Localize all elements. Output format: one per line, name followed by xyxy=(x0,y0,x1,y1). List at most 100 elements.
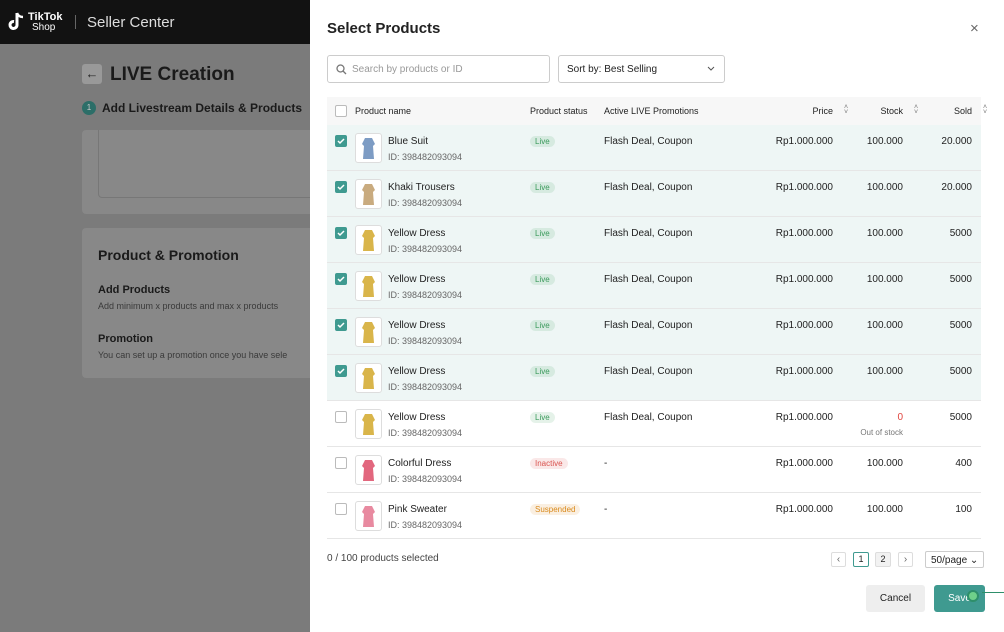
product-name: Pink Sweater xyxy=(388,504,447,515)
table-row xyxy=(327,171,981,217)
product-thumbnail xyxy=(355,317,382,347)
table-row xyxy=(327,493,981,539)
stock: 0 xyxy=(897,412,903,423)
search-placeholder: Search by products or ID xyxy=(352,64,463,75)
stock: 100.000 xyxy=(866,136,903,147)
status-badge: Live xyxy=(530,274,555,285)
row-checkbox[interactable] xyxy=(335,503,347,515)
table-row xyxy=(327,217,981,263)
row-checkbox[interactable] xyxy=(335,273,347,285)
modal-title: Select Products xyxy=(327,20,441,37)
sort-select[interactable]: Sort by: Best Selling xyxy=(558,55,725,83)
page-button[interactable]: 2 xyxy=(875,552,891,567)
product-name: Yellow Dress xyxy=(388,320,446,331)
price: Rp1.000.000 xyxy=(775,136,833,147)
select-products-modal: Select Products × Search by products or … xyxy=(310,0,1004,632)
back-button[interactable]: ← xyxy=(82,64,102,84)
header-title: Seller Center xyxy=(87,14,175,31)
promotions: Flash Deal, Coupon xyxy=(604,182,693,193)
product-thumbnail xyxy=(355,271,382,301)
table-row xyxy=(327,355,981,401)
sort-label: Sort by: Best Selling xyxy=(567,64,658,75)
divider xyxy=(75,15,76,29)
row-checkbox[interactable] xyxy=(335,319,347,331)
stock: 100.000 xyxy=(866,182,903,193)
promotions: Flash Deal, Coupon xyxy=(604,136,693,147)
logo-top: TikTok xyxy=(28,11,63,23)
product-id: ID: 398482093094 xyxy=(388,152,463,162)
status-badge: Live xyxy=(530,228,555,239)
promotions: Flash Deal, Coupon xyxy=(604,320,693,331)
product-name: Yellow Dress xyxy=(388,274,446,285)
product-id: ID: 398482093094 xyxy=(388,382,463,392)
column-header: Active LIVE Promotions xyxy=(604,106,699,116)
row-checkbox[interactable] xyxy=(335,181,347,193)
row-checkbox[interactable] xyxy=(335,135,347,147)
product-name: Yellow Dress xyxy=(388,366,446,377)
step-number: 1 xyxy=(82,101,96,115)
product-id: ID: 398482093094 xyxy=(388,428,463,438)
promo-desc: You can set up a promotion once you have… xyxy=(98,350,288,360)
product-id: ID: 398482093094 xyxy=(388,474,463,484)
selected-count: 0 / 100 products selected xyxy=(327,553,439,564)
sold: 5000 xyxy=(949,320,972,331)
table-row xyxy=(327,125,981,171)
price: Rp1.000.000 xyxy=(775,274,833,285)
sold: 5000 xyxy=(949,228,972,239)
row-checkbox[interactable] xyxy=(335,227,347,239)
per-page-select[interactable]: 50/page ⌄ xyxy=(925,551,984,568)
price: Rp1.000.000 xyxy=(775,228,833,239)
status-badge: Live xyxy=(530,366,555,377)
price: Rp1.000.000 xyxy=(775,504,833,515)
status-badge: Live xyxy=(530,412,555,423)
promotions: - xyxy=(604,458,608,469)
stock: 100.000 xyxy=(866,504,903,515)
product-name: Yellow Dress xyxy=(388,412,446,423)
product-id: ID: 398482093094 xyxy=(388,290,463,300)
product-thumbnail xyxy=(355,363,382,393)
prev-page[interactable]: ‹ xyxy=(831,552,846,567)
stock: 100.000 xyxy=(866,228,903,239)
sold: 5000 xyxy=(949,274,972,285)
product-thumbnail xyxy=(355,455,382,485)
pointer-line xyxy=(982,592,1004,593)
search-input[interactable]: Search by products or ID xyxy=(327,55,550,83)
product-thumbnail xyxy=(355,133,382,163)
cursor-dot xyxy=(967,590,979,602)
price: Rp1.000.000 xyxy=(775,458,833,469)
sold: 20.000 xyxy=(941,182,972,193)
step-label: Add Livestream Details & Products xyxy=(102,101,303,115)
sort-icon: ˄ ˅ xyxy=(982,104,988,116)
next-page[interactable]: › xyxy=(898,552,913,567)
sold: 400 xyxy=(955,458,972,469)
add-desc: Add minimum x products and max x product… xyxy=(98,301,279,311)
row-checkbox[interactable] xyxy=(335,411,347,423)
product-id: ID: 398482093094 xyxy=(388,198,463,208)
price: Rp1.000.000 xyxy=(775,412,833,423)
cancel-button[interactable]: Cancel xyxy=(866,585,925,612)
price: Rp1.000.000 xyxy=(775,182,833,193)
page-button[interactable]: 1 xyxy=(853,552,869,567)
status-badge: Live xyxy=(530,320,555,331)
sold: 20.000 xyxy=(941,136,972,147)
row-checkbox[interactable] xyxy=(335,457,347,469)
product-name: Khaki Trousers xyxy=(388,182,455,193)
product-thumbnail xyxy=(355,179,382,209)
product-id: ID: 398482093094 xyxy=(388,520,463,530)
column-header: Product name xyxy=(355,106,412,116)
sort-icon: ˄ ˅ xyxy=(843,104,849,116)
add-title: Add Products xyxy=(98,284,171,296)
column-header: Price xyxy=(812,106,833,116)
header-checkbox[interactable] xyxy=(335,105,347,117)
row-checkbox[interactable] xyxy=(335,365,347,377)
price: Rp1.000.000 xyxy=(775,366,833,377)
product-name: Yellow Dress xyxy=(388,228,446,239)
product-thumbnail xyxy=(355,501,382,531)
promotions: Flash Deal, Coupon xyxy=(604,366,693,377)
table-header xyxy=(327,97,981,125)
stock: 100.000 xyxy=(866,458,903,469)
stock: 100.000 xyxy=(866,320,903,331)
close-button[interactable]: × xyxy=(970,20,979,37)
column-header: Sold xyxy=(953,106,972,116)
